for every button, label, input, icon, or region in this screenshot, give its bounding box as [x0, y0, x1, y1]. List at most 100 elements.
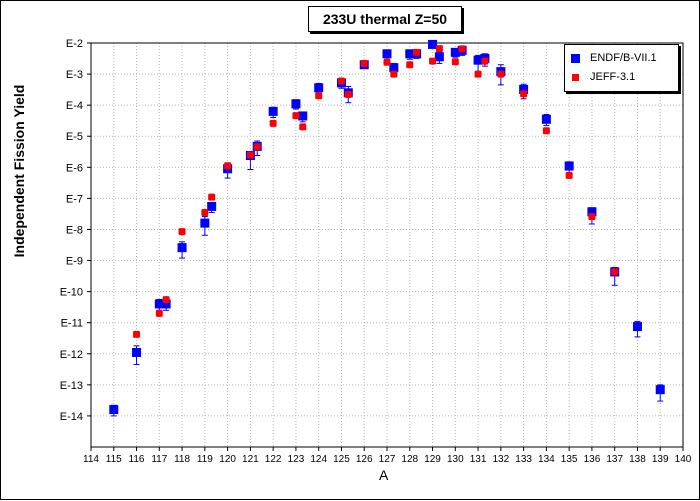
- x-tick-label: 124: [310, 454, 327, 465]
- x-tick-label: 121: [242, 454, 259, 465]
- legend-marker-endf: [571, 53, 580, 63]
- jeff-point: [383, 58, 391, 66]
- jeff-point: [520, 90, 528, 98]
- jeff-point: [208, 193, 216, 201]
- jeff-point: [344, 91, 352, 99]
- chart-title: 233U thermal Z=50: [308, 6, 462, 32]
- y-tick-label: E-8: [66, 224, 83, 236]
- jeff-point: [178, 228, 186, 236]
- endf-point: [154, 299, 164, 309]
- jeff-point: [269, 119, 277, 127]
- x-tick-label: 117: [151, 454, 167, 465]
- y-tick-label: E-13: [60, 380, 83, 392]
- y-tick-label: E-7: [66, 193, 83, 205]
- y-tick-label: E-9: [66, 256, 83, 268]
- x-tick-label: 135: [561, 454, 578, 465]
- x-tick-label: 131: [470, 454, 487, 465]
- endf-point: [541, 114, 551, 124]
- x-tick-label: 133: [515, 454, 532, 465]
- y-tick-label: E-6: [66, 162, 83, 174]
- x-tick-label: 139: [652, 454, 669, 465]
- legend-label-endf: ENDF/B-VII.1: [590, 52, 657, 64]
- endf-point: [473, 55, 483, 65]
- x-ticks: 114 115 116 117 118 119 120 121 122 123 124 125 126 1…: [83, 447, 692, 465]
- jeff-point: [201, 209, 209, 217]
- endf-point: [434, 52, 444, 62]
- legend-label-jeff: JEFF-3.1: [590, 71, 636, 83]
- endf-point: [450, 47, 460, 57]
- endf-point: [519, 84, 529, 94]
- jeff-point: [299, 123, 307, 131]
- endf-point: [268, 106, 278, 116]
- jeff-point: [458, 45, 466, 53]
- jeff-point: [253, 143, 261, 151]
- y-tick-label: E-14: [60, 411, 83, 423]
- x-tick-label: 140: [675, 454, 692, 465]
- y-tick-label: E-12: [60, 349, 83, 361]
- jeff-point: [155, 309, 163, 317]
- jeff-point: [224, 162, 232, 170]
- jeff-point: [360, 59, 368, 67]
- x-tick-label: 138: [629, 454, 646, 465]
- jeff-point: [133, 330, 141, 338]
- endf-point: [655, 385, 665, 395]
- endf-point: [405, 49, 415, 59]
- jeff-point: [497, 70, 505, 78]
- x-tick-label: 115: [106, 454, 122, 465]
- endf-point: [564, 161, 574, 171]
- jeff-point: [162, 296, 170, 304]
- endf-point: [161, 299, 171, 309]
- x-tick-label: 118: [174, 454, 190, 465]
- y-tick-label: E-11: [61, 318, 83, 330]
- endf-point: [132, 347, 142, 357]
- endf-point: [587, 207, 597, 217]
- jeff-point: [451, 58, 459, 66]
- endf-point: [389, 63, 399, 73]
- y-tick-label: E-10: [60, 287, 83, 299]
- x-tick-label: 116: [129, 454, 145, 465]
- x-tick-label: 136: [584, 454, 601, 465]
- x-tick-label: 126: [356, 454, 373, 465]
- jeff-point: [246, 151, 254, 159]
- legend: ENDF/B-VII.1 JEFF-3.1: [564, 44, 679, 92]
- y-tick-label: E-2: [66, 38, 83, 50]
- x-axis-label: A: [379, 467, 389, 483]
- y-tick-label: E-4: [66, 100, 83, 112]
- jeff-point: [429, 57, 437, 65]
- y-ticks: E-2 E-3 E-4 E-5 E-6 E-7 E-8 E-9 E-10 E-11 E-12 E-13…: [60, 38, 91, 423]
- jeff-point: [565, 171, 573, 179]
- jeff-point: [390, 70, 398, 78]
- x-tick-label: 120: [219, 454, 236, 465]
- x-tick-label: 125: [333, 454, 350, 465]
- endf-point: [291, 99, 301, 109]
- x-tick-label: 128: [401, 454, 418, 465]
- jeff-point: [474, 70, 482, 78]
- legend-item-endf: ENDF/B-VII.1: [571, 52, 657, 64]
- x-tick-label: 119: [197, 454, 213, 465]
- jeff-point: [406, 61, 414, 69]
- x-tick-label: 114: [83, 454, 99, 465]
- jeff-point: [413, 48, 421, 56]
- jeff-point: [337, 77, 345, 85]
- x-tick-label: 127: [379, 454, 396, 465]
- endf-point: [298, 111, 308, 121]
- x-tick-label: 132: [493, 454, 510, 465]
- endf-point: [207, 201, 217, 211]
- endf-point: [428, 39, 438, 49]
- endf-point: [200, 218, 210, 228]
- x-tick-label: 130: [447, 454, 464, 465]
- legend-marker-jeff: [572, 73, 579, 81]
- x-tick-label: 137: [606, 454, 623, 465]
- x-tick-label: 129: [424, 454, 441, 465]
- jeff-point: [315, 92, 323, 100]
- x-tick-label: 134: [538, 454, 555, 465]
- endf-point: [382, 49, 392, 59]
- endf-point: [632, 322, 642, 332]
- x-tick-label: 122: [265, 454, 282, 465]
- jeff-point: [481, 57, 489, 65]
- jeff-point: [292, 112, 300, 120]
- endf-point: [314, 83, 324, 93]
- data-points: [109, 39, 665, 415]
